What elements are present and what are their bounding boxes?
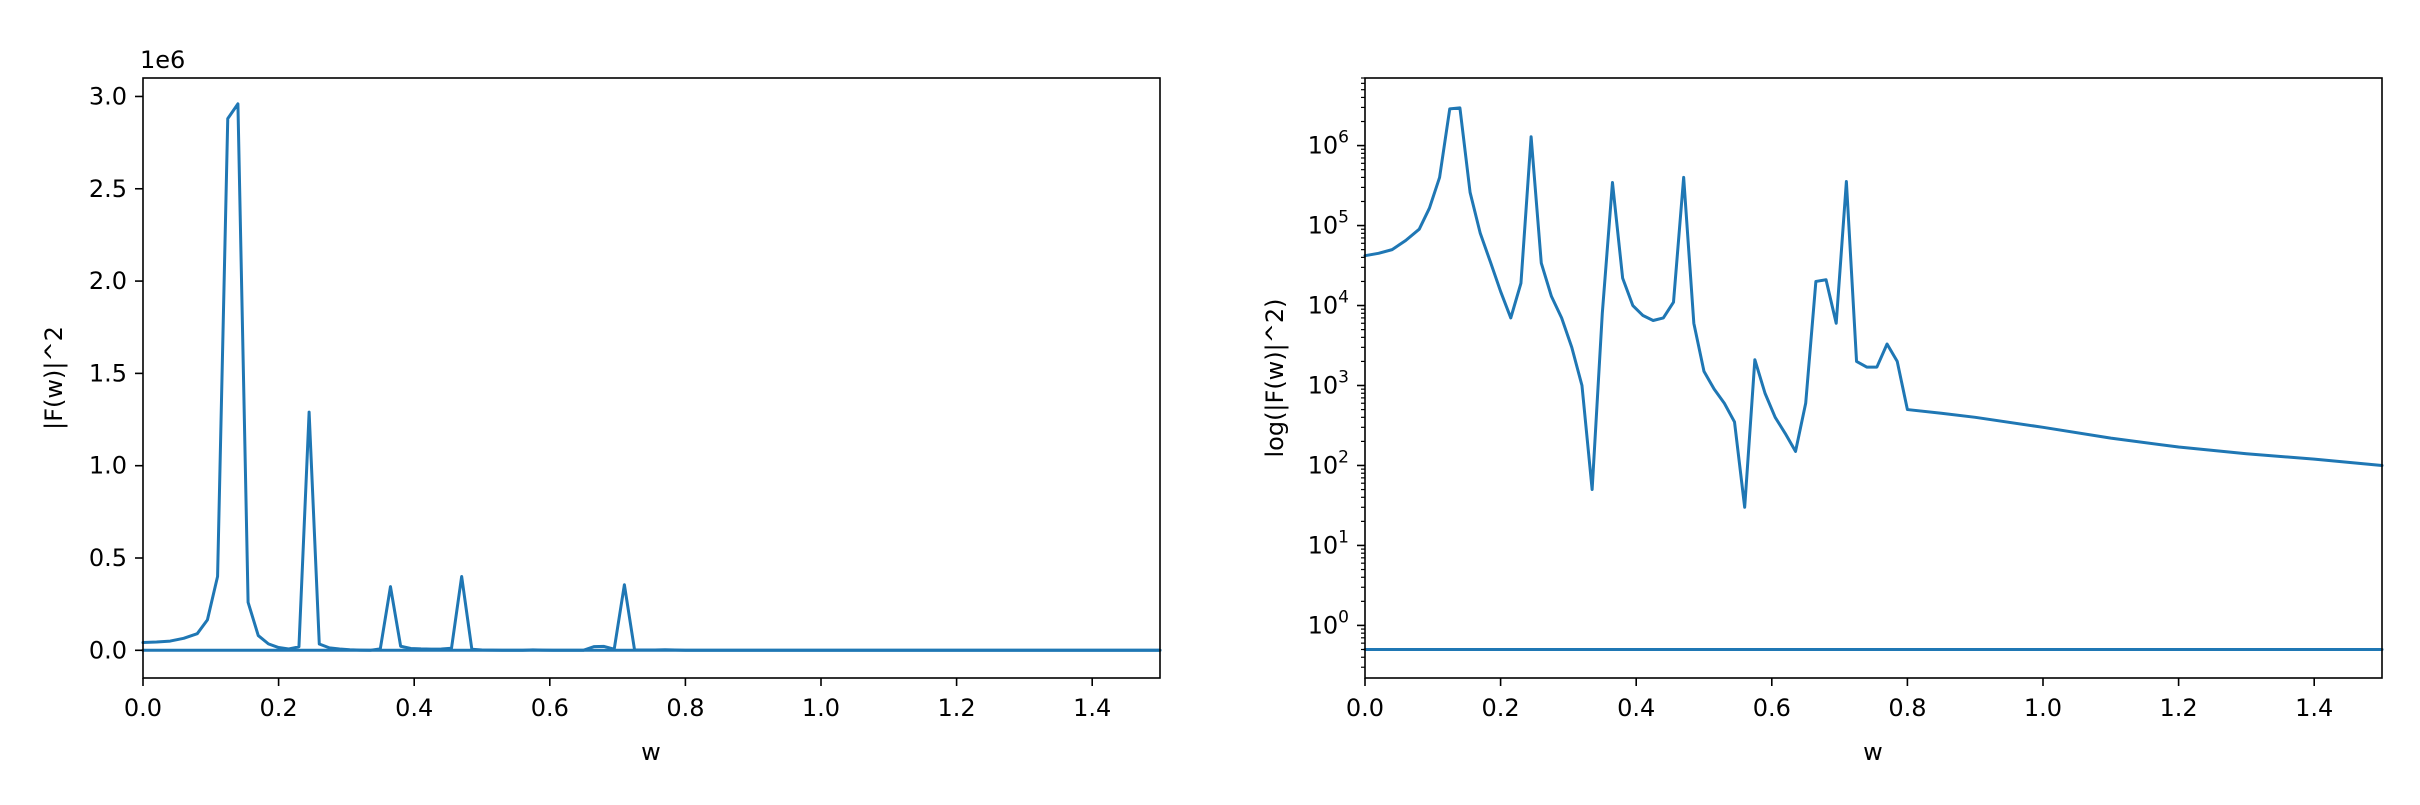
left-series-group <box>141 102 1162 652</box>
c1-y-tick-label: 104 <box>1308 288 1349 320</box>
c0-y-tick-label: 3.0 <box>89 82 127 110</box>
c0-x-tick-label: 0.4 <box>395 694 433 722</box>
c1-x-tick-label: 0.6 <box>1753 694 1791 722</box>
c1-y-tick-exponent: 3 <box>1338 367 1349 387</box>
c1-x-tick-label: 0.8 <box>1888 694 1926 722</box>
c0-x-tick-label: 0.8 <box>666 694 704 722</box>
c1-y-tick-label: 103 <box>1308 367 1349 399</box>
c1-y-tick-base: 10 <box>1308 451 1339 479</box>
c1-x-tick-label: 0.4 <box>1617 694 1655 722</box>
c1-x-tick-label: 1.0 <box>2024 694 2062 722</box>
left-axes-frame <box>142 77 1161 679</box>
c0-y-tick-label: 0.0 <box>89 636 127 664</box>
left-x-axis-label: w <box>641 738 661 766</box>
c1-y-tick-base: 10 <box>1308 212 1339 240</box>
c1-x-tick-label: 1.4 <box>2295 694 2333 722</box>
c0-x-tick-label: 1.0 <box>802 694 840 722</box>
left-y-offset-label: 1e6 <box>140 46 185 74</box>
c1-y-tick-base: 10 <box>1308 531 1339 559</box>
left-y-ticks: 0.0 0.5 1.0 1.5 2.0 2.5 3.0 <box>89 82 143 664</box>
c0-y-tick-label: 0.5 <box>89 544 127 572</box>
c0-y-tick-label: 2.5 <box>89 175 127 203</box>
c1-y-tick-label: 106 <box>1308 128 1349 160</box>
c1-y-tick-exponent: 4 <box>1338 288 1349 308</box>
c0-y-tick-label: 1.5 <box>89 359 127 387</box>
c1-y-tick-exponent: 6 <box>1338 128 1349 148</box>
left-x-ticks: 0.0 0.2 0.4 0.6 0.8 1.0 1.2 1.4 <box>124 678 1111 722</box>
left-chart: 0.0 0.2 0.4 0.6 0.8 1.0 1.2 1.4 0.0 0.5 1.0 1.5 2.0… <box>40 46 1162 766</box>
c1-y-tick-exponent: 0 <box>1338 607 1349 627</box>
right-axes-frame <box>1364 77 2383 679</box>
c1-y-tick-exponent: 2 <box>1338 447 1349 467</box>
c1-y-tick-label: 102 <box>1308 447 1349 479</box>
c1-y-tick-base: 10 <box>1308 132 1339 160</box>
right-chart: 0.0 0.2 0.4 0.6 0.8 1.0 1.2 1.4 100101102103104… <box>1261 77 2384 766</box>
c1-x-tick-label: 0.0 <box>1346 694 1384 722</box>
c1-y-tick-base: 10 <box>1308 611 1339 639</box>
left-y-axis-label: |F(w)|^2 <box>40 326 68 430</box>
c1-y-tick-label: 100 <box>1308 607 1349 639</box>
c1-y-tick-base: 10 <box>1308 292 1339 320</box>
c0-x-tick-label: 1.2 <box>938 694 976 722</box>
right-y-axis-label: log(|F(w)|^2) <box>1261 298 1289 457</box>
c0-x-tick-label: 1.4 <box>1073 694 1111 722</box>
c1-y-tick-exponent: 5 <box>1338 208 1349 228</box>
c0-y-tick-label: 2.0 <box>89 267 127 295</box>
c1-series-line-0 <box>1363 106 2384 509</box>
c1-x-tick-label: 1.2 <box>2160 694 2198 722</box>
c1-y-tick-label: 105 <box>1308 208 1349 240</box>
c1-y-tick-exponent: 1 <box>1338 527 1349 547</box>
right-series-group <box>1363 106 2384 651</box>
c1-y-tick-base: 10 <box>1308 371 1339 399</box>
c0-y-tick-label: 1.0 <box>89 452 127 480</box>
c0-x-tick-label: 0.6 <box>531 694 569 722</box>
c1-x-tick-label: 0.2 <box>1482 694 1520 722</box>
right-x-axis-label: w <box>1863 738 1883 766</box>
c1-y-tick-label: 101 <box>1308 527 1349 559</box>
right-x-ticks: 0.0 0.2 0.4 0.6 0.8 1.0 1.2 1.4 <box>1346 678 2333 722</box>
c0-x-tick-label: 0.0 <box>124 694 162 722</box>
c0-x-tick-label: 0.2 <box>260 694 298 722</box>
